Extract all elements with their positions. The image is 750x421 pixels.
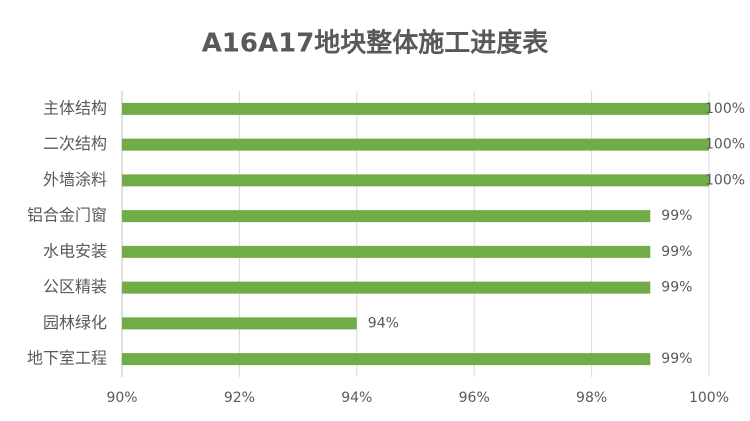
y-tick-label: 地下室工程 bbox=[27, 349, 107, 368]
value-label: 100% bbox=[705, 101, 745, 117]
value-label: 99% bbox=[661, 244, 692, 260]
bar bbox=[122, 353, 651, 366]
x-tick-label: 94% bbox=[341, 390, 372, 406]
y-tick-label: 公区精装 bbox=[43, 277, 107, 296]
y-tick-label: 外墙涂料 bbox=[43, 170, 107, 189]
bar bbox=[122, 138, 709, 151]
y-tick-label: 主体结构 bbox=[43, 98, 107, 117]
y-tick-label: 园林绿化 bbox=[43, 313, 107, 332]
x-tick-label: 96% bbox=[459, 390, 490, 406]
value-label: 99% bbox=[661, 280, 692, 296]
value-label: 99% bbox=[661, 208, 692, 224]
bar bbox=[122, 210, 651, 223]
bar bbox=[122, 102, 709, 115]
x-tick-label: 100% bbox=[689, 390, 729, 406]
y-tick-label: 铝合金门窗 bbox=[27, 206, 107, 225]
value-label: 94% bbox=[368, 315, 399, 331]
value-label: 99% bbox=[661, 351, 692, 367]
x-tick-label: 92% bbox=[224, 390, 255, 406]
y-tick-label: 水电安装 bbox=[43, 241, 107, 260]
value-label: 100% bbox=[705, 172, 745, 188]
bar bbox=[122, 317, 357, 330]
chart-title: A16A17地块整体施工进度表 bbox=[202, 28, 550, 59]
bar bbox=[122, 281, 651, 294]
bar bbox=[122, 245, 651, 258]
x-tick-label: 98% bbox=[576, 390, 607, 406]
y-tick-label: 二次结构 bbox=[43, 134, 107, 153]
value-label: 100% bbox=[705, 137, 745, 153]
x-tick-label: 90% bbox=[106, 390, 137, 406]
bar bbox=[122, 174, 709, 187]
